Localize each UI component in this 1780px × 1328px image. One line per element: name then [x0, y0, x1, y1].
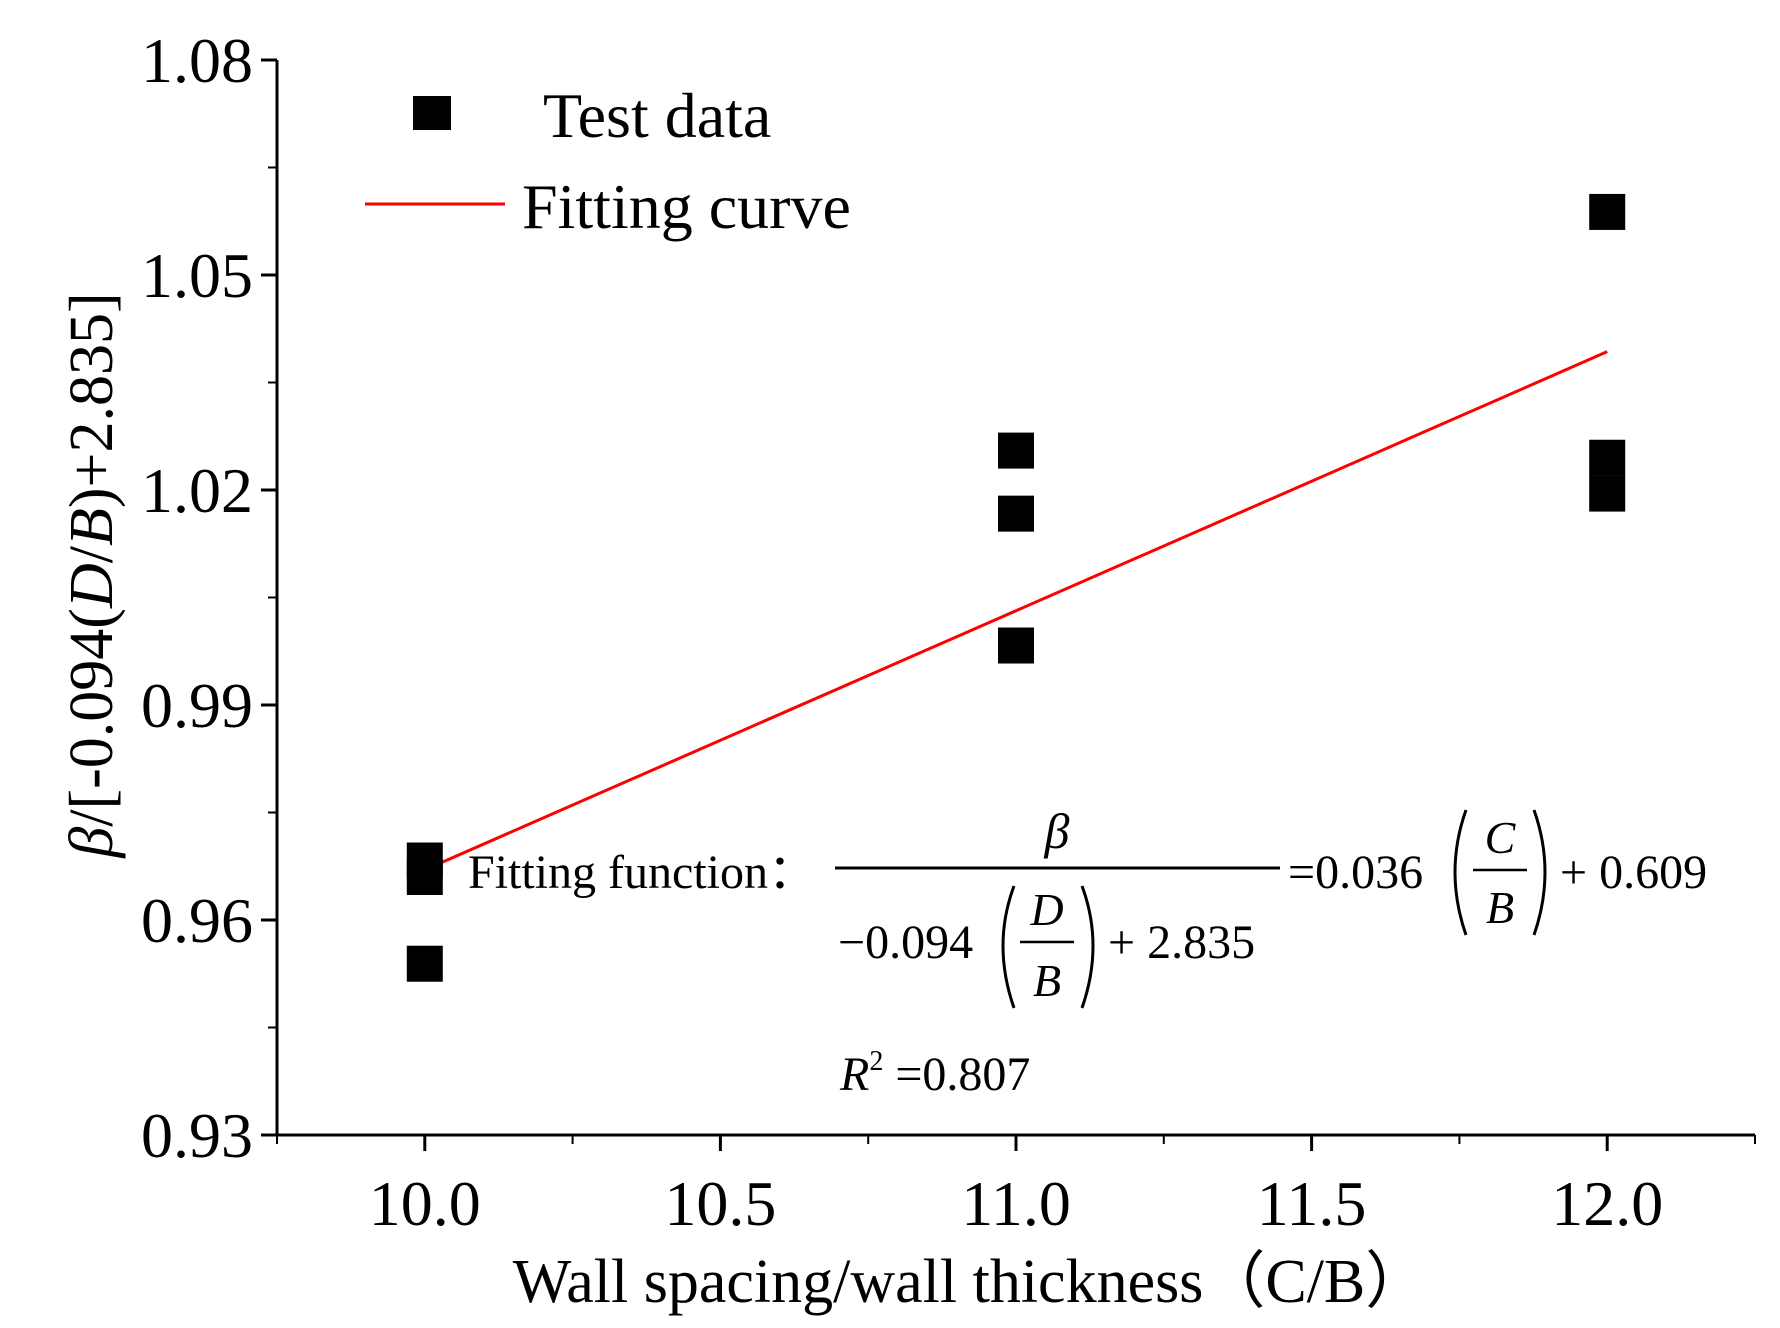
axes — [275, 60, 1755, 1137]
legend-test-data-label: Test data — [543, 80, 771, 151]
data-point — [998, 627, 1034, 664]
legend-fitting-curve-label: Fitting curve — [522, 171, 851, 242]
y-ticks: 0.93 0.96 0.99 1.02 1.05 1.08 — [141, 25, 277, 1171]
x-tick-label: 12.0 — [1551, 1168, 1663, 1239]
data-point — [406, 945, 443, 982]
fitting-function-annotation: Fitting function： β −0.094 D B + 2.835 =… — [468, 803, 1707, 1101]
data-point — [1589, 439, 1626, 476]
legend-test-data-marker — [413, 96, 451, 130]
y-axis-title: β/[-0.094(D/B)+2.835] — [58, 292, 126, 858]
denominator-coefficient: −0.094 — [838, 916, 973, 969]
denominator-constant: + 2.835 — [1108, 916, 1255, 969]
right-paren — [1080, 885, 1095, 1009]
data-point — [998, 432, 1034, 469]
y-tick-label: 0.96 — [141, 885, 253, 956]
x-axis-title: Wall spacing/wall thickness（C/B） — [513, 1248, 1428, 1316]
rhs-b: B — [1486, 882, 1514, 933]
x-tick-label: 11.0 — [961, 1168, 1071, 1239]
rhs-c: C — [1485, 812, 1517, 863]
y-tick-label: 1.02 — [141, 455, 253, 526]
rhs-constant: + 0.609 — [1560, 846, 1707, 899]
left-paren — [1001, 885, 1016, 1009]
fitting-curve — [424, 350, 1608, 872]
x-tick-label: 10.5 — [664, 1168, 776, 1239]
y-tick-label: 0.93 — [141, 1100, 253, 1171]
x-tick-label: 10.0 — [369, 1168, 481, 1239]
rhs-right-paren — [1532, 809, 1547, 936]
fitting-curve-line — [424, 350, 1608, 872]
x-ticks: 10.0 10.5 11.0 11.5 12.0 — [276, 1135, 1756, 1239]
denominator-b: B — [1033, 955, 1061, 1006]
fraction-numerator: β — [1044, 803, 1070, 859]
fitting-function-label: Fitting function： — [468, 846, 816, 899]
x-tick-label: 11.5 — [1257, 1168, 1367, 1239]
test-data-series — [406, 193, 1626, 982]
y-tick-label: 0.99 — [141, 670, 253, 741]
y-tick-label: 1.08 — [141, 25, 253, 96]
data-point — [1589, 475, 1626, 512]
data-point — [406, 859, 443, 895]
rhs-left-paren — [1453, 809, 1468, 936]
data-point — [998, 495, 1034, 532]
data-point — [1589, 193, 1626, 230]
y-tick-label: 1.05 — [141, 240, 253, 311]
r-squared: R2 =0.807 — [839, 1046, 1030, 1101]
legend: Test data Fitting curve — [365, 80, 851, 242]
rhs-equals-coefficient: =0.036 — [1288, 846, 1423, 899]
denominator-d: D — [1029, 884, 1063, 935]
